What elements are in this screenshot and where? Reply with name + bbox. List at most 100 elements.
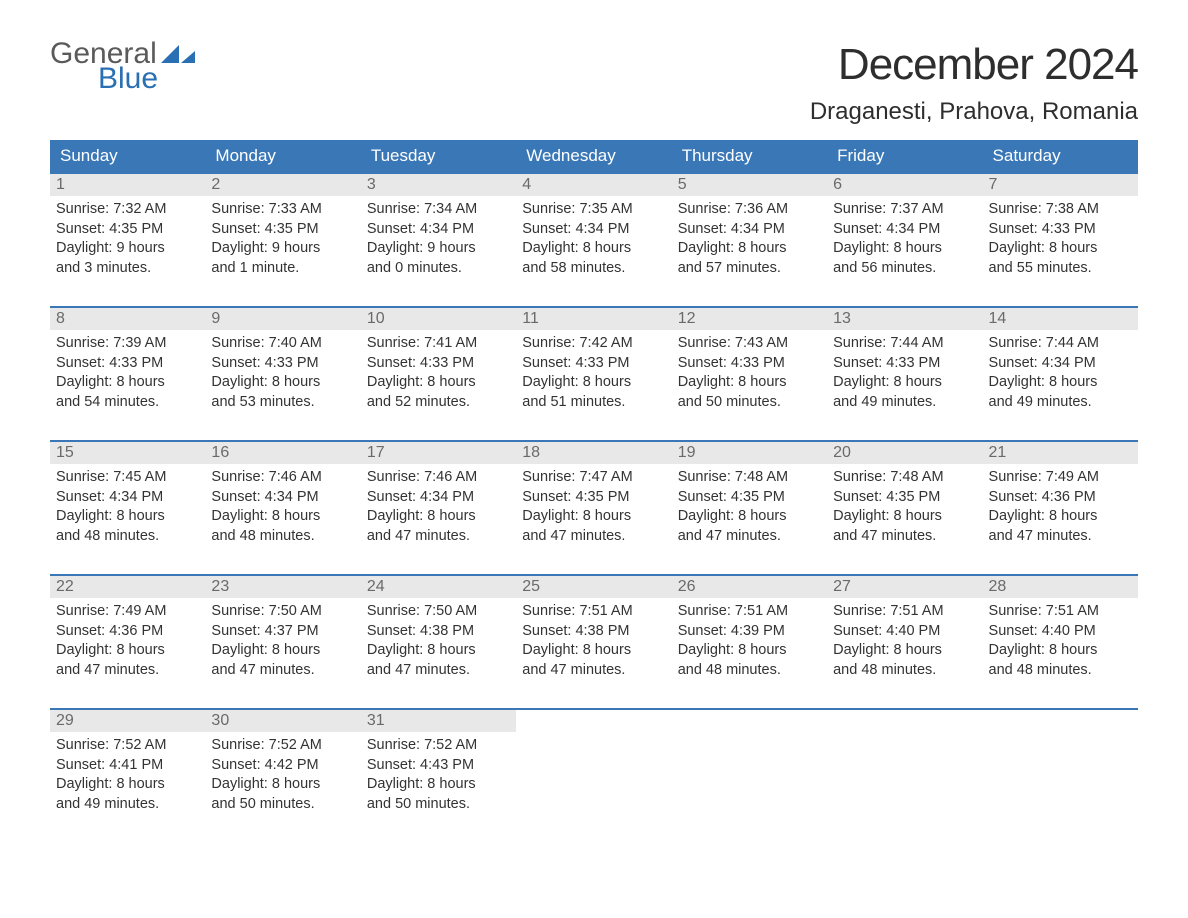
day-sr: Sunrise: 7:49 AM	[989, 468, 1132, 488]
day-number: 21	[983, 442, 1138, 464]
day-ss: Sunset: 4:38 PM	[367, 622, 510, 642]
day-body: Sunrise: 7:32 AMSunset: 4:35 PMDaylight:…	[50, 196, 205, 284]
day-d1: Daylight: 8 hours	[989, 507, 1132, 527]
day-d1: Daylight: 8 hours	[211, 641, 354, 661]
day-body: Sunrise: 7:52 AMSunset: 4:42 PMDaylight:…	[205, 732, 360, 820]
day-d1: Daylight: 8 hours	[367, 775, 510, 795]
day-cell: 22Sunrise: 7:49 AMSunset: 4:36 PMDayligh…	[50, 576, 205, 694]
day-number: 26	[672, 576, 827, 598]
day-ss: Sunset: 4:35 PM	[833, 488, 976, 508]
day-cell: 29Sunrise: 7:52 AMSunset: 4:41 PMDayligh…	[50, 710, 205, 828]
day-cell: 26 Sunrise: 7:51 AMSunset: 4:39 PMDayligh…	[672, 576, 827, 694]
day-cell: 28Sunrise: 7:51 AMSunset: 4:40 PMDayligh…	[983, 576, 1138, 694]
dow-wednesday: Wednesday	[516, 140, 671, 172]
week-row: 8Sunrise: 7:39 AMSunset: 4:33 PMDaylight…	[50, 306, 1138, 426]
day-ss: Sunset: 4:37 PM	[211, 622, 354, 642]
day-sr: Sunrise: 7:45 AM	[56, 468, 199, 488]
day-cell	[672, 710, 827, 828]
day-ss: Sunset: 4:34 PM	[522, 220, 665, 240]
day-d1: Daylight: 8 hours	[678, 641, 821, 661]
day-sr: Sunrise: 7:46 AM	[367, 468, 510, 488]
day-sr: Sunrise: 7:50 AM	[211, 602, 354, 622]
day-body: Sunrise: 7:37 AMSunset: 4:34 PMDaylight:…	[827, 196, 982, 284]
day-body: Sunrise: 7:51 AMSunset: 4:40 PMDaylight:…	[827, 598, 982, 686]
day-cell: 3Sunrise: 7:34 AMSunset: 4:34 PMDaylight…	[361, 174, 516, 292]
day-sr: Sunrise: 7:46 AM	[211, 468, 354, 488]
day-d1: Daylight: 8 hours	[522, 641, 665, 661]
day-number: 8	[50, 308, 205, 330]
dow-tuesday: Tuesday	[361, 140, 516, 172]
day-number: 22	[50, 576, 205, 598]
day-d2: and 47 minutes.	[678, 527, 821, 547]
day-ss: Sunset: 4:39 PM	[678, 622, 821, 642]
day-sr: Sunrise: 7:51 AM	[678, 602, 821, 622]
day-cell	[827, 710, 982, 828]
day-number: 15	[50, 442, 205, 464]
day-cell: 5Sunrise: 7:36 AMSunset: 4:34 PMDaylight…	[672, 174, 827, 292]
dow-monday: Monday	[205, 140, 360, 172]
day-d2: and 54 minutes.	[56, 393, 199, 413]
week-row: 1Sunrise: 7:32 AMSunset: 4:35 PMDaylight…	[50, 172, 1138, 292]
day-body: Sunrise: 7:46 AMSunset: 4:34 PMDaylight:…	[361, 464, 516, 552]
day-number: 12	[672, 308, 827, 330]
day-number: 10	[361, 308, 516, 330]
day-cell: 18Sunrise: 7:47 AMSunset: 4:35 PMDayligh…	[516, 442, 671, 560]
day-cell: 10Sunrise: 7:41 AMSunset: 4:33 PMDayligh…	[361, 308, 516, 426]
day-sr: Sunrise: 7:44 AM	[833, 334, 976, 354]
day-d2: and 55 minutes.	[989, 259, 1132, 279]
day-ss: Sunset: 4:35 PM	[678, 488, 821, 508]
day-sr: Sunrise: 7:37 AM	[833, 200, 976, 220]
week-row: 15Sunrise: 7:45 AMSunset: 4:34 PMDayligh…	[50, 440, 1138, 560]
day-cell: 11Sunrise: 7:42 AMSunset: 4:33 PMDayligh…	[516, 308, 671, 426]
day-sr: Sunrise: 7:51 AM	[833, 602, 976, 622]
day-number: 16	[205, 442, 360, 464]
day-number: 9	[205, 308, 360, 330]
day-sr: Sunrise: 7:49 AM	[56, 602, 199, 622]
day-cell: 14Sunrise: 7:44 AMSunset: 4:34 PMDayligh…	[983, 308, 1138, 426]
dow-sunday: Sunday	[50, 140, 205, 172]
day-ss: Sunset: 4:33 PM	[211, 354, 354, 374]
day-ss: Sunset: 4:40 PM	[833, 622, 976, 642]
day-ss: Sunset: 4:42 PM	[211, 756, 354, 776]
day-body: Sunrise: 7:50 AMSunset: 4:37 PMDaylight:…	[205, 598, 360, 686]
day-number: 6	[827, 174, 982, 196]
day-d1: Daylight: 8 hours	[833, 641, 976, 661]
day-body: Sunrise: 7:44 AMSunset: 4:33 PMDaylight:…	[827, 330, 982, 418]
day-ss: Sunset: 4:41 PM	[56, 756, 199, 776]
day-number: 20	[827, 442, 982, 464]
day-d1: Daylight: 8 hours	[367, 507, 510, 527]
day-d2: and 49 minutes.	[989, 393, 1132, 413]
day-ss: Sunset: 4:34 PM	[367, 220, 510, 240]
day-d1: Daylight: 8 hours	[833, 507, 976, 527]
day-number: 13	[827, 308, 982, 330]
day-d2: and 47 minutes.	[522, 661, 665, 681]
day-d1: Daylight: 8 hours	[367, 641, 510, 661]
day-ss: Sunset: 4:34 PM	[833, 220, 976, 240]
day-cell: 19Sunrise: 7:48 AMSunset: 4:35 PMDayligh…	[672, 442, 827, 560]
day-d2: and 50 minutes.	[678, 393, 821, 413]
day-d1: Daylight: 8 hours	[833, 239, 976, 259]
day-cell: 17Sunrise: 7:46 AMSunset: 4:34 PMDayligh…	[361, 442, 516, 560]
day-sr: Sunrise: 7:32 AM	[56, 200, 199, 220]
day-ss: Sunset: 4:35 PM	[211, 220, 354, 240]
day-sr: Sunrise: 7:48 AM	[833, 468, 976, 488]
day-d2: and 48 minutes.	[833, 661, 976, 681]
day-cell: 24Sunrise: 7:50 AMSunset: 4:38 PMDayligh…	[361, 576, 516, 694]
day-number: 30	[205, 710, 360, 732]
day-cell: 8Sunrise: 7:39 AMSunset: 4:33 PMDaylight…	[50, 308, 205, 426]
day-cell: 9Sunrise: 7:40 AMSunset: 4:33 PMDaylight…	[205, 308, 360, 426]
day-cell	[983, 710, 1138, 828]
day-cell: 27Sunrise: 7:51 AMSunset: 4:40 PMDayligh…	[827, 576, 982, 694]
day-sr: Sunrise: 7:50 AM	[367, 602, 510, 622]
day-sr: Sunrise: 7:34 AM	[367, 200, 510, 220]
day-body: Sunrise: 7:42 AMSunset: 4:33 PMDaylight:…	[516, 330, 671, 418]
location: Draganesti, Prahova, Romania	[810, 98, 1138, 126]
day-d2: and 47 minutes.	[367, 527, 510, 547]
day-d2: and 51 minutes.	[522, 393, 665, 413]
day-number: 28	[983, 576, 1138, 598]
week-row: 29Sunrise: 7:52 AMSunset: 4:41 PMDayligh…	[50, 708, 1138, 828]
day-sr: Sunrise: 7:40 AM	[211, 334, 354, 354]
page-title: December 2024	[810, 40, 1138, 90]
day-d2: and 47 minutes.	[989, 527, 1132, 547]
dow-saturday: Saturday	[983, 140, 1138, 172]
